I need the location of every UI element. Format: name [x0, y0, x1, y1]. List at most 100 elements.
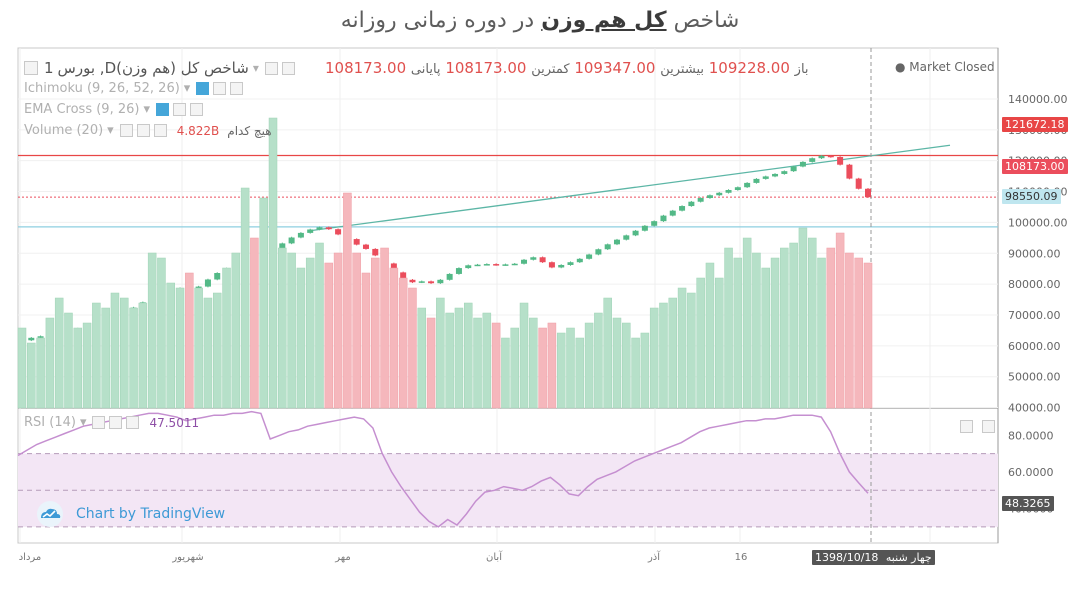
- ichimoku-name: Ichimoku (9, 26, 52, 26): [24, 81, 180, 96]
- price-tick-label: 40000.00: [1008, 402, 1061, 415]
- candle-body: [706, 195, 713, 199]
- chevron-down-icon[interactable]: ▾: [107, 123, 114, 138]
- settings-icon[interactable]: [213, 82, 227, 95]
- candle-body: [539, 257, 546, 263]
- volume-bar: [817, 257, 826, 409]
- volume-bar: [389, 267, 399, 409]
- volume-bar: [780, 247, 789, 409]
- candle-body: [725, 189, 732, 193]
- volume-bar: [54, 297, 64, 409]
- volume-bar: [826, 247, 836, 409]
- ohlc-open-label: باز: [794, 62, 809, 77]
- volume-bar: [92, 302, 101, 409]
- volume-bar: [157, 257, 166, 409]
- chevron-down-icon[interactable]: ▾: [79, 415, 87, 430]
- volume-bar: [147, 252, 157, 409]
- ohlc-legend: باز 109228.00 بیشترین 109347.00 کمترین 1…: [325, 59, 809, 77]
- candle-body: [455, 268, 462, 274]
- candle-body: [595, 249, 602, 255]
- rsi-last-tag: 48.3265: [1002, 496, 1054, 511]
- collapse-icon[interactable]: [24, 61, 38, 75]
- volume-bar: [482, 312, 492, 409]
- settings-icon[interactable]: [109, 416, 123, 429]
- candle-body: [446, 273, 453, 280]
- volume-bar: [761, 267, 770, 409]
- eye-icon[interactable]: [92, 416, 106, 429]
- volume-bar: [538, 327, 547, 409]
- volume-bar: [333, 252, 343, 409]
- last-price-tag: 108173.00: [1002, 159, 1068, 174]
- settings-icon[interactable]: [136, 124, 150, 137]
- candle-body: [511, 263, 518, 266]
- candle-body: [809, 158, 816, 162]
- volume-bar: [436, 297, 445, 409]
- volume-bar: [547, 322, 557, 409]
- rsi-line: [17, 410, 869, 528]
- volume-bar: [73, 327, 83, 409]
- tradingview-watermark[interactable]: Chart by TradingView: [32, 500, 225, 528]
- chevron-down-icon[interactable]: ▾: [143, 102, 150, 117]
- candle-body: [316, 227, 323, 230]
- rsi-tick-label: 80.0000: [1008, 429, 1054, 442]
- candle-body: [28, 337, 35, 341]
- candle-body: [530, 257, 537, 260]
- volume-bar: [175, 287, 185, 409]
- pane-controls[interactable]: [958, 416, 997, 435]
- candle-body: [697, 198, 704, 202]
- x-tick-label: 16: [735, 552, 748, 563]
- close-icon[interactable]: [189, 103, 203, 116]
- volume-bar: [807, 237, 817, 409]
- volume-bar: [166, 282, 175, 409]
- settings-icon[interactable]: [264, 61, 278, 75]
- symbol-legend[interactable]: 1 شاخص کل (هم وزن)D, بورس ▾: [22, 59, 297, 77]
- volume-bar: [473, 317, 482, 409]
- volume-legend[interactable]: Volume (20) ▾ 4.822B هیچ کدام: [24, 123, 272, 138]
- volume-bar: [649, 307, 659, 409]
- volume-bar: [659, 302, 668, 409]
- volume-bar: [445, 312, 454, 409]
- eye-icon[interactable]: [196, 82, 210, 95]
- volume-bar: [798, 227, 808, 409]
- candle-body: [400, 272, 407, 280]
- candle-body: [716, 192, 723, 196]
- chevron-down-icon[interactable]: ▾: [183, 81, 191, 96]
- resistance-price-tag: 121672.18: [1002, 117, 1068, 132]
- candle-body: [623, 235, 630, 240]
- eye-icon[interactable]: [155, 103, 169, 116]
- volume-bar: [278, 247, 287, 409]
- ohlc-high-value: 109347.00: [574, 59, 656, 77]
- chevron-down-icon[interactable]: ▾: [252, 61, 259, 75]
- candle-body: [297, 232, 304, 238]
- volume-value: 4.822B: [176, 123, 220, 138]
- candle-body: [669, 210, 676, 216]
- arrow-up-icon[interactable]: [960, 420, 973, 433]
- price-tick-label: 90000.00: [1008, 247, 1061, 260]
- rsi-name: RSI (14): [24, 415, 76, 430]
- volume-bar: [501, 337, 510, 409]
- settings-icon[interactable]: [172, 103, 186, 116]
- candle-body: [790, 166, 797, 172]
- volume-bar: [854, 257, 863, 409]
- close-icon[interactable]: [153, 124, 167, 137]
- close-icon[interactable]: [126, 416, 140, 429]
- candle-body: [576, 258, 583, 263]
- gear-icon[interactable]: [281, 61, 295, 75]
- candle-body: [521, 259, 528, 264]
- candle-body: [613, 239, 620, 245]
- volume-bar: [259, 197, 268, 409]
- watermark-text: Chart by TradingView: [76, 506, 226, 522]
- candle-body: [641, 225, 648, 231]
- volume-bar: [408, 287, 417, 409]
- candle-body: [632, 230, 639, 236]
- ichimoku-legend[interactable]: Ichimoku (9, 26, 52, 26) ▾: [24, 81, 245, 96]
- volume-bar: [491, 322, 501, 409]
- arrow-down-icon[interactable]: [982, 420, 996, 433]
- rsi-legend[interactable]: RSI (14) ▾ 47.5011: [24, 415, 199, 430]
- eye-icon[interactable]: [119, 124, 133, 137]
- candle-body: [474, 264, 481, 267]
- candle-body: [437, 279, 444, 284]
- close-icon[interactable]: [230, 82, 244, 95]
- ema-legend[interactable]: EMA Cross (9, 26) ▾: [24, 102, 205, 117]
- volume-bar: [519, 302, 529, 409]
